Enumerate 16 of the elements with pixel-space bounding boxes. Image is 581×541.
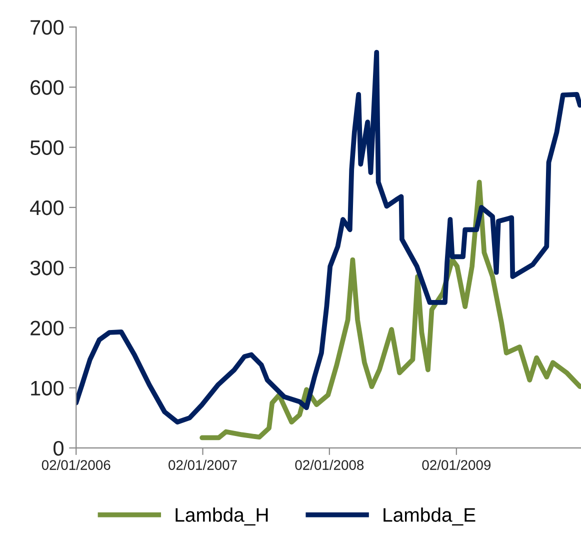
y-tick-label: 600 bbox=[30, 80, 64, 95]
x-tick-label: 02/01/2008 bbox=[295, 460, 364, 470]
y-tick-label: 100 bbox=[31, 380, 64, 396]
x-tick-label: 02/01/2009 bbox=[422, 460, 491, 470]
x-tick-label: 02/01/2007 bbox=[168, 460, 237, 470]
y-tick-label: 500 bbox=[30, 140, 64, 156]
y-tick-label: 300 bbox=[30, 260, 64, 276]
legend-label: Lambda_E bbox=[384, 508, 476, 526]
y-tick-label: 400 bbox=[30, 200, 64, 216]
line-series bbox=[76, 50, 581, 425]
line-series bbox=[200, 180, 581, 440]
y-tick-label: 700 bbox=[30, 20, 64, 35]
x-tick-label: 02/01/2006 bbox=[42, 460, 110, 470]
legend-label: Lambda_H bbox=[176, 508, 268, 526]
y-tick-label: 200 bbox=[30, 320, 64, 336]
y-tick-label: 0 bbox=[54, 440, 64, 456]
